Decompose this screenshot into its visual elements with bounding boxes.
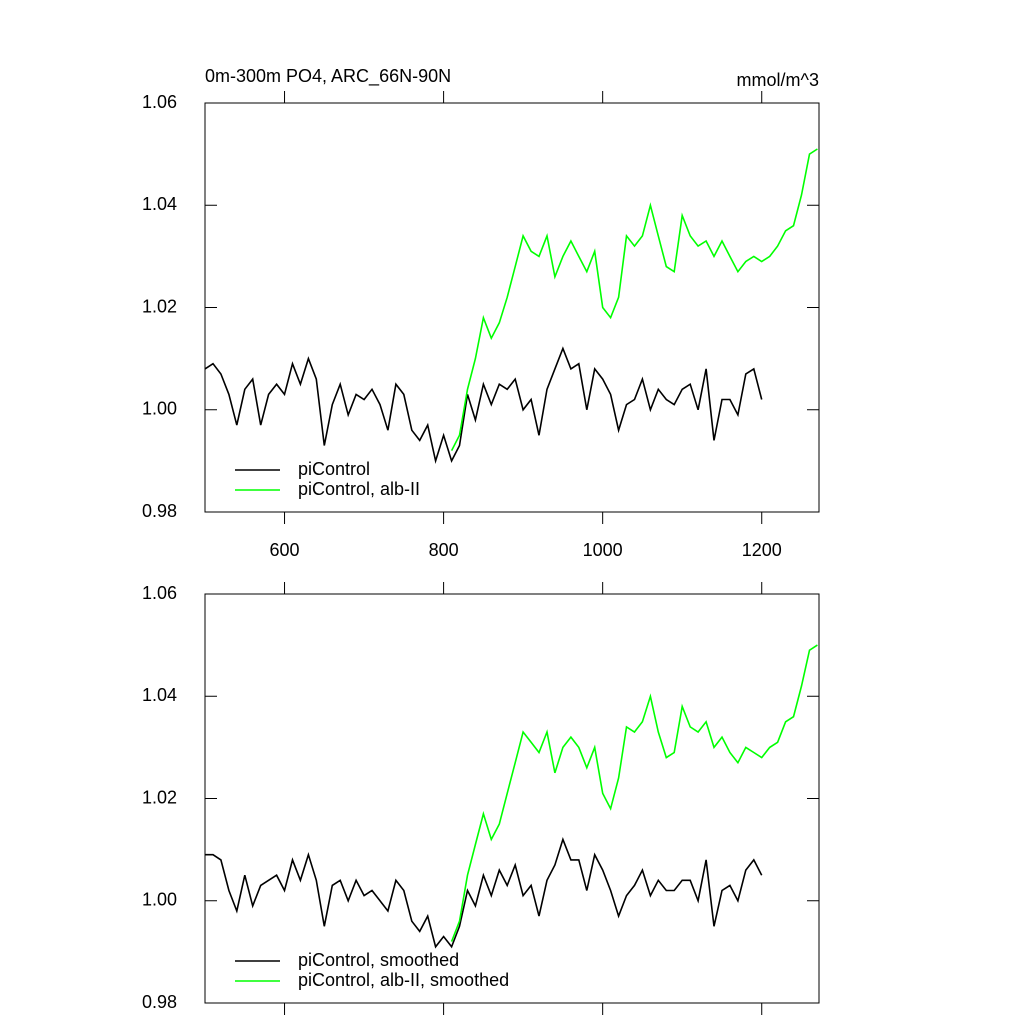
- series-line: [450, 148, 818, 451]
- y-tick-label: 1.02: [142, 787, 177, 807]
- legend-label: piControl, smoothed: [298, 950, 459, 970]
- legend-label: piControl, alb-II: [298, 479, 420, 499]
- y-tick-label: 0.98: [142, 501, 177, 521]
- x-tick-label: 1000: [583, 540, 623, 560]
- units-label: mmol/m^3: [737, 70, 819, 90]
- legend-label: piControl: [298, 459, 370, 479]
- x-tick-label: 800: [429, 540, 459, 560]
- y-tick-label: 0.98: [142, 992, 177, 1012]
- y-tick-label: 1.04: [142, 194, 177, 214]
- plot-frame: [204, 593, 820, 1004]
- y-tick-label: 1.06: [142, 583, 177, 603]
- plot-frame: [204, 102, 820, 513]
- chart-title: 0m-300m PO4, ARC_66N-90N: [205, 66, 451, 87]
- y-tick-label: 1.02: [142, 296, 177, 316]
- x-tick-label: 1200: [742, 540, 782, 560]
- series-line: [205, 836, 763, 949]
- y-tick-label: 1.00: [142, 890, 177, 910]
- series-line: [450, 644, 818, 942]
- y-tick-label: 1.04: [142, 685, 177, 705]
- y-tick-label: 1.00: [142, 399, 177, 419]
- x-tick-label: 600: [270, 540, 300, 560]
- series-line: [204, 346, 763, 465]
- legend-label: piControl, alb-II, smoothed: [298, 970, 509, 990]
- y-tick-label: 1.06: [142, 92, 177, 112]
